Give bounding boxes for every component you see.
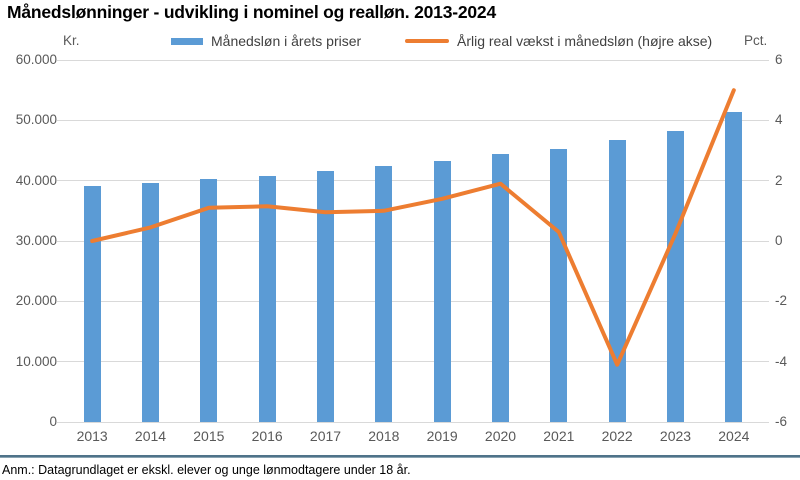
bar-2024 [725,111,743,422]
x-axis-label-2020: 2020 [484,428,517,444]
left-axis-unit: Kr. [63,33,80,48]
x-axis-label-2014: 2014 [134,428,167,444]
gridline [57,119,769,121]
legend-item-line-series: Årlig real vækst i månedsløn (højre akse… [405,33,712,49]
plot-area: 60.000 6 50.000 4 40.000 2 30.000 0 20.000 -2 10.0… [16,52,787,444]
x-axis-label-2019: 2019 [426,428,458,444]
left-axis-tick-label: 50.000 [15,112,57,128]
left-axis-tick-label: 60.000 [15,52,57,67]
x-axis-label-2022: 2022 [601,428,633,444]
right-axis-tick-label: 0 [775,233,783,248]
footnote: Anm.: Datagrundlaget er ekskl. elever og… [2,463,411,477]
legend-label-line-series: Årlig real vækst i månedsløn (højre akse… [457,33,713,49]
bar-2016 [258,175,276,422]
bar-2021 [550,148,568,422]
gridline [57,421,769,423]
gridline [57,180,769,182]
x-axis-label-2015: 2015 [193,428,225,444]
bar-2017 [317,171,334,422]
gridline [57,300,769,302]
x-axis-label-2021: 2021 [543,428,575,444]
right-axis-unit: Pct. [744,33,768,48]
x-axis-label-2024: 2024 [718,428,750,444]
legend-item-bar-series: Månedsløn i årets priser [171,33,361,49]
gridline [57,361,769,363]
right-axis-tick-label: 2 [775,172,783,188]
bar-2023 [667,130,684,422]
gridline [57,240,769,242]
x-axis-label-2013: 2013 [76,428,108,444]
x-axis-label-2018: 2018 [368,428,400,444]
left-axis-tick-label: 10.000 [15,353,57,369]
left-axis-tick-label: 0 [49,414,57,429]
x-axis-label-2016: 2016 [251,428,283,444]
bar-2022 [608,140,626,422]
footer-separator [0,455,800,458]
x-axis-label-2023: 2023 [659,428,692,444]
x-axis-label-2017: 2017 [309,428,342,444]
bar-2020 [492,154,509,422]
right-axis-tick-label: 4 [775,112,783,128]
left-axis-tick-label: 30.000 [15,233,57,248]
real-wage-growth-polyline [90,88,736,367]
right-axis-tick-label: -6 [775,414,788,429]
bar-2019 [433,160,451,422]
bar-2015 [200,178,218,422]
bar-series-swatch-icon [171,37,203,45]
right-axis-tick-label: -2 [775,293,788,309]
chart-title: Månedslønninger - udvikling i nominel og… [7,2,497,22]
left-axis-tick-label: 40.000 [15,172,57,188]
right-axis-tick-label: 6 [775,52,783,67]
left-axis-tick-label: 20.000 [15,293,57,309]
legend-label-bar-series: Månedsløn i årets priser [211,33,362,49]
right-axis-tick-label: -4 [775,353,788,369]
line-series-swatch-icon [405,39,449,43]
bar-2018 [375,166,393,422]
bar-2013 [83,186,101,422]
bar-2014 [142,183,159,422]
gridline [57,59,769,61]
